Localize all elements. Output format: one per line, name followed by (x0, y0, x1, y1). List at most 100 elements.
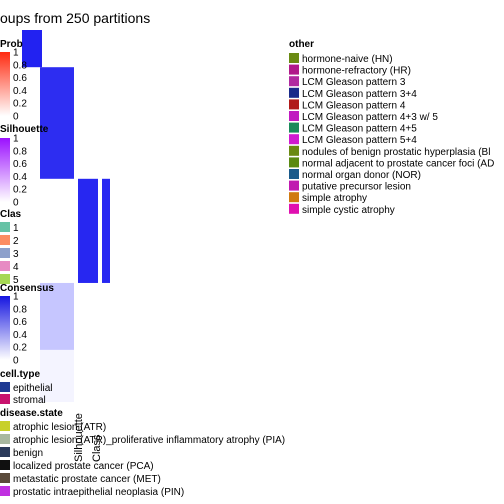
other-legend-label: LCM Gleason pattern 3+4 (302, 89, 417, 100)
other-legend-swatch (289, 145, 299, 156)
class-legend-label: 3 (13, 249, 19, 260)
disease-state-legend-swatch (0, 447, 10, 457)
other-legend-label: simple atrophy (302, 193, 367, 204)
other-legend-swatch (289, 53, 299, 63)
other-legend-label: LCM Gleason pattern 4 (302, 100, 406, 111)
other-legend-label: hormone-refractory (HR) (302, 66, 411, 77)
other-legend: other hormone-naive (HN)hormone-refracto… (289, 39, 494, 216)
prob-tick-label: 0.6 (13, 73, 27, 84)
silhouette-tick-label: 0.8 (13, 146, 27, 157)
consensus-tick-label: 1 (13, 292, 19, 303)
prob-tick-label: 0.8 (13, 60, 27, 71)
disease-state-legend: disease.state atrophic lesion (ATR) atrop… (0, 408, 285, 498)
class-legend: Clas 1 2 3 4 5 (0, 209, 22, 286)
heatmap-block-cluster-2 (40, 67, 76, 179)
disease-state-legend-label: localized prostate cancer (PCA) (13, 461, 154, 472)
consensus-tick-label: 0 (13, 356, 19, 367)
heatmap-block-cluster-4 (40, 282, 74, 350)
other-legend-label: hormone-naive (HN) (302, 54, 393, 65)
prob-tick-label: 1 (13, 48, 19, 59)
chart-title: oups from 250 partitions (0, 10, 150, 26)
heatmap-block-cluster-1 (74, 178, 110, 283)
class-legend-label: 5 (13, 275, 19, 286)
class-legend-label: 4 (13, 262, 19, 273)
consensus-legend-title: Consensus (0, 283, 54, 294)
prob-tick-label: 0.2 (13, 99, 27, 110)
class-legend-label: 1 (13, 223, 19, 234)
heatmap-block-cluster-5 (40, 349, 76, 402)
other-legend-label: simple cystic atrophy (302, 205, 395, 216)
prob-tick-label: 0.4 (13, 86, 27, 97)
cell-type-legend-label: epithelial (13, 383, 52, 394)
other-legend-label: LCM Gleason pattern 5+4 (302, 135, 417, 146)
prob-tick-label: 0 (13, 112, 19, 123)
heatmap-block-cluster-3 (22, 30, 42, 68)
other-legend-label: normal adjacent to prostate cancer foci … (302, 158, 494, 169)
other-legend-swatch (289, 87, 299, 98)
class-legend-swatch (0, 222, 10, 232)
other-legend-swatch (289, 99, 299, 110)
silhouette-tick-label: 1 (13, 134, 19, 145)
other-legend-swatch (289, 64, 299, 75)
cell-type-legend-swatch (0, 382, 10, 392)
disease-state-legend-title: disease.state (0, 408, 63, 419)
disease-state-legend-swatch (0, 486, 10, 496)
silhouette-tick-label: 0.4 (13, 172, 27, 183)
class-legend-swatch (0, 235, 10, 245)
class-legend-swatch (0, 248, 10, 258)
disease-state-legend-swatch (0, 460, 10, 470)
other-legend-swatch (289, 134, 299, 145)
class-legend-label: 2 (13, 236, 19, 247)
cell-type-legend-swatch (0, 394, 10, 404)
silhouette-tick-label: 0.2 (13, 185, 27, 196)
silhouette-tick-label: 0.6 (13, 159, 27, 170)
prob-legend-colorbar (0, 52, 10, 116)
disease-state-legend-label: benign (13, 448, 43, 459)
disease-state-legend-label: metastatic prostate cancer (MET) (13, 474, 161, 485)
consensus-tick-label: 0.6 (13, 317, 27, 328)
class-legend-swatch (0, 261, 10, 271)
prob-legend-title: Prob (0, 39, 23, 50)
other-legend-swatch (289, 157, 299, 168)
other-legend-swatch (289, 180, 299, 191)
column-label-class: Class (91, 434, 103, 462)
consensus-tick-label: 0.4 (13, 330, 27, 341)
consensus-tick-label: 0.8 (13, 304, 27, 315)
class-annotation-column (98, 30, 102, 402)
silhouette-legend: Silhouette 10.8 0.6 0.4 0.2 0 (0, 124, 49, 209)
class-legend-swatch (0, 274, 10, 284)
other-legend-label: normal organ donor (NOR) (302, 170, 421, 181)
other-legend-label: LCM Gleason pattern 4+5 (302, 124, 417, 135)
other-legend-swatch (289, 122, 299, 133)
silhouette-annotation-column (74, 30, 78, 402)
cell-type-legend-title: cell.type (0, 369, 40, 380)
disease-state-legend-swatch (0, 421, 10, 431)
silhouette-legend-title: Silhouette (0, 124, 49, 135)
other-legend-label: LCM Gleason pattern 4+3 w/ 5 (302, 112, 438, 123)
disease-state-legend-swatch (0, 434, 10, 444)
prob-legend: Prob 10.8 0.6 0.4 0.2 0 (0, 39, 27, 123)
silhouette-legend-colorbar (0, 138, 10, 202)
other-legend-title: other (289, 39, 314, 50)
other-legend-swatch (289, 192, 299, 203)
consensus-legend: Consensus 10.8 0.6 0.4 0.2 0 (0, 283, 54, 367)
consensus-tick-label: 0.2 (13, 343, 27, 354)
column-label-silhouette: Silhouette (73, 413, 85, 462)
other-legend-label: nodules of benign prostatic hyperplasia … (302, 147, 490, 158)
other-legend-swatch (289, 76, 299, 87)
class-legend-title: Clas (0, 209, 22, 220)
silhouette-tick-label: 0 (13, 198, 19, 209)
consensus-legend-colorbar (0, 296, 10, 360)
disease-state-legend-swatch (0, 473, 10, 483)
other-legend-swatch (289, 169, 299, 179)
other-legend-swatch (289, 203, 299, 214)
disease-state-legend-label: atrophic lesion (ATR)_proliferative infl… (13, 435, 285, 446)
other-legend-label: putative precursor lesion (302, 182, 411, 193)
other-legend-label: LCM Gleason pattern 3 (302, 77, 406, 88)
cell-type-legend-label: stromal (13, 395, 46, 406)
disease-state-legend-label: prostatic intraepithelial neoplasia (PIN… (13, 487, 184, 498)
consensus-heatmap (14, 30, 110, 402)
disease-state-legend-label: atrophic lesion (ATR) (13, 422, 106, 433)
